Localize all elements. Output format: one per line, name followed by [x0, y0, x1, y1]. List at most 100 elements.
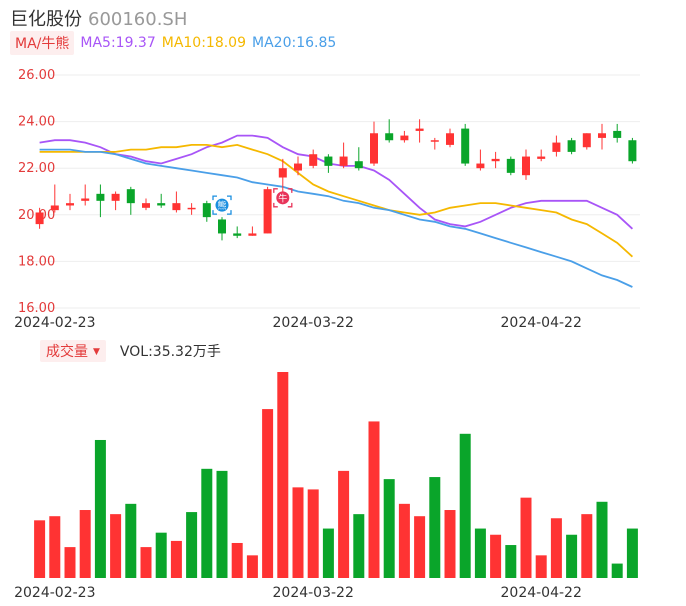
x-tick-label: 2024-03-22: [273, 585, 354, 601]
volume-bar: [535, 555, 547, 578]
bull-signal-icon[interactable]: 牛: [273, 188, 293, 208]
candle: [187, 203, 196, 215]
volume-bar: [505, 545, 517, 578]
signal-label: 牛: [278, 192, 287, 204]
candle-body: [50, 205, 59, 211]
candle: [202, 200, 211, 222]
signal-bracket: [212, 195, 232, 215]
bear-signal-icon[interactable]: 熊: [212, 195, 232, 215]
volume-bars: [34, 372, 638, 578]
candle-body: [385, 133, 394, 141]
candle-body: [339, 156, 348, 166]
signal-label: 熊: [217, 200, 226, 212]
volume-selector-tag[interactable]: 成交量 ▼: [40, 340, 106, 362]
candle-body: [263, 189, 272, 234]
candle: [522, 149, 530, 180]
candle-body: [567, 140, 576, 152]
candle: [66, 193, 74, 211]
candle-body: [446, 133, 454, 145]
candle: [126, 186, 135, 215]
candle-body: [613, 130, 622, 138]
candle: [339, 142, 348, 169]
volume-bar: [246, 555, 258, 578]
signal-bracket: [273, 188, 293, 208]
volume-legend: 成交量 ▼ VOL:35.32万手: [40, 340, 221, 362]
volume-bar: [414, 516, 426, 578]
volume-bar: [368, 421, 380, 578]
volume-bar: [611, 563, 623, 578]
volume-bar: [170, 540, 182, 578]
volume-bar: [383, 479, 395, 578]
candle: [491, 151, 500, 169]
candle: [430, 137, 439, 150]
volume-bar: [474, 528, 486, 578]
ma-line-ma20: [39, 148, 633, 288]
volume-bar: [201, 468, 213, 578]
candle-body: [233, 233, 242, 236]
candle: [461, 123, 470, 166]
candle: [81, 184, 90, 206]
volume-bar: [34, 520, 46, 578]
x-tick-label: 2024-02-23: [14, 315, 95, 331]
signal-badge: [215, 198, 229, 212]
candle-body: [35, 212, 44, 225]
volume-bar: [49, 516, 61, 578]
volume-bar: [277, 372, 289, 578]
candle: [263, 186, 272, 234]
candle-body: [142, 203, 150, 208]
candle-body: [476, 163, 485, 169]
candle: [309, 149, 318, 169]
candle-body: [537, 156, 546, 159]
stock-header: 巨化股份 600160.SH: [10, 5, 187, 31]
ma-selector-tag[interactable]: MA/牛熊: [10, 31, 75, 55]
candle: [354, 147, 363, 171]
x-tick-label: 2024-02-23: [14, 585, 95, 601]
candle-body: [218, 219, 226, 234]
ma5-legend: MA5:19.37: [80, 35, 156, 51]
candle: [278, 158, 287, 194]
candle-body: [400, 135, 409, 141]
x-tick-label: 2024-04-22: [501, 585, 582, 601]
candle: [537, 149, 546, 162]
signal-badge: [276, 191, 290, 205]
candle-body: [81, 198, 90, 201]
candle-body: [172, 203, 181, 211]
ma-line-ma5: [39, 134, 634, 230]
candle: [613, 123, 622, 143]
x-tick-label: 2024-03-22: [273, 315, 354, 331]
candle-body: [461, 128, 470, 164]
candle-body: [248, 233, 257, 236]
price-date-axis: 2024-02-23 2024-03-22 2024-04-22: [14, 315, 582, 331]
volume-bar: [307, 489, 319, 578]
candle: [446, 128, 454, 148]
volume-bar: [398, 503, 410, 578]
volume-bar: [338, 470, 350, 578]
volume-bar: [520, 497, 532, 578]
y-tick-label: 26.00: [18, 68, 55, 83]
ma10-legend: MA10:18.09: [161, 35, 247, 51]
volume-bar: [231, 542, 243, 578]
volume-bar: [155, 532, 167, 578]
candle: [567, 137, 576, 155]
volume-bar: [490, 534, 502, 578]
candle-body: [294, 163, 302, 171]
volume-bar: [125, 503, 137, 578]
candle: [582, 133, 591, 150]
y-tick-label: 18.00: [18, 254, 55, 269]
volume-bar: [596, 501, 608, 578]
candle-body: [202, 203, 211, 218]
candle-body: [126, 189, 135, 204]
candle: [628, 137, 637, 164]
volume-tag-label: 成交量: [46, 344, 88, 360]
volume-date-axis: 2024-02-23 2024-03-22 2024-04-22: [14, 585, 582, 601]
ma-line-ma10: [39, 143, 634, 258]
volume-bar: [444, 510, 456, 578]
candle: [598, 123, 606, 150]
x-tick-label: 2024-04-22: [501, 315, 582, 331]
candle: [324, 154, 333, 173]
candle: [172, 191, 181, 213]
candle-body: [354, 161, 363, 169]
volume-bar: [110, 514, 122, 578]
stock-name: 巨化股份: [10, 9, 82, 30]
